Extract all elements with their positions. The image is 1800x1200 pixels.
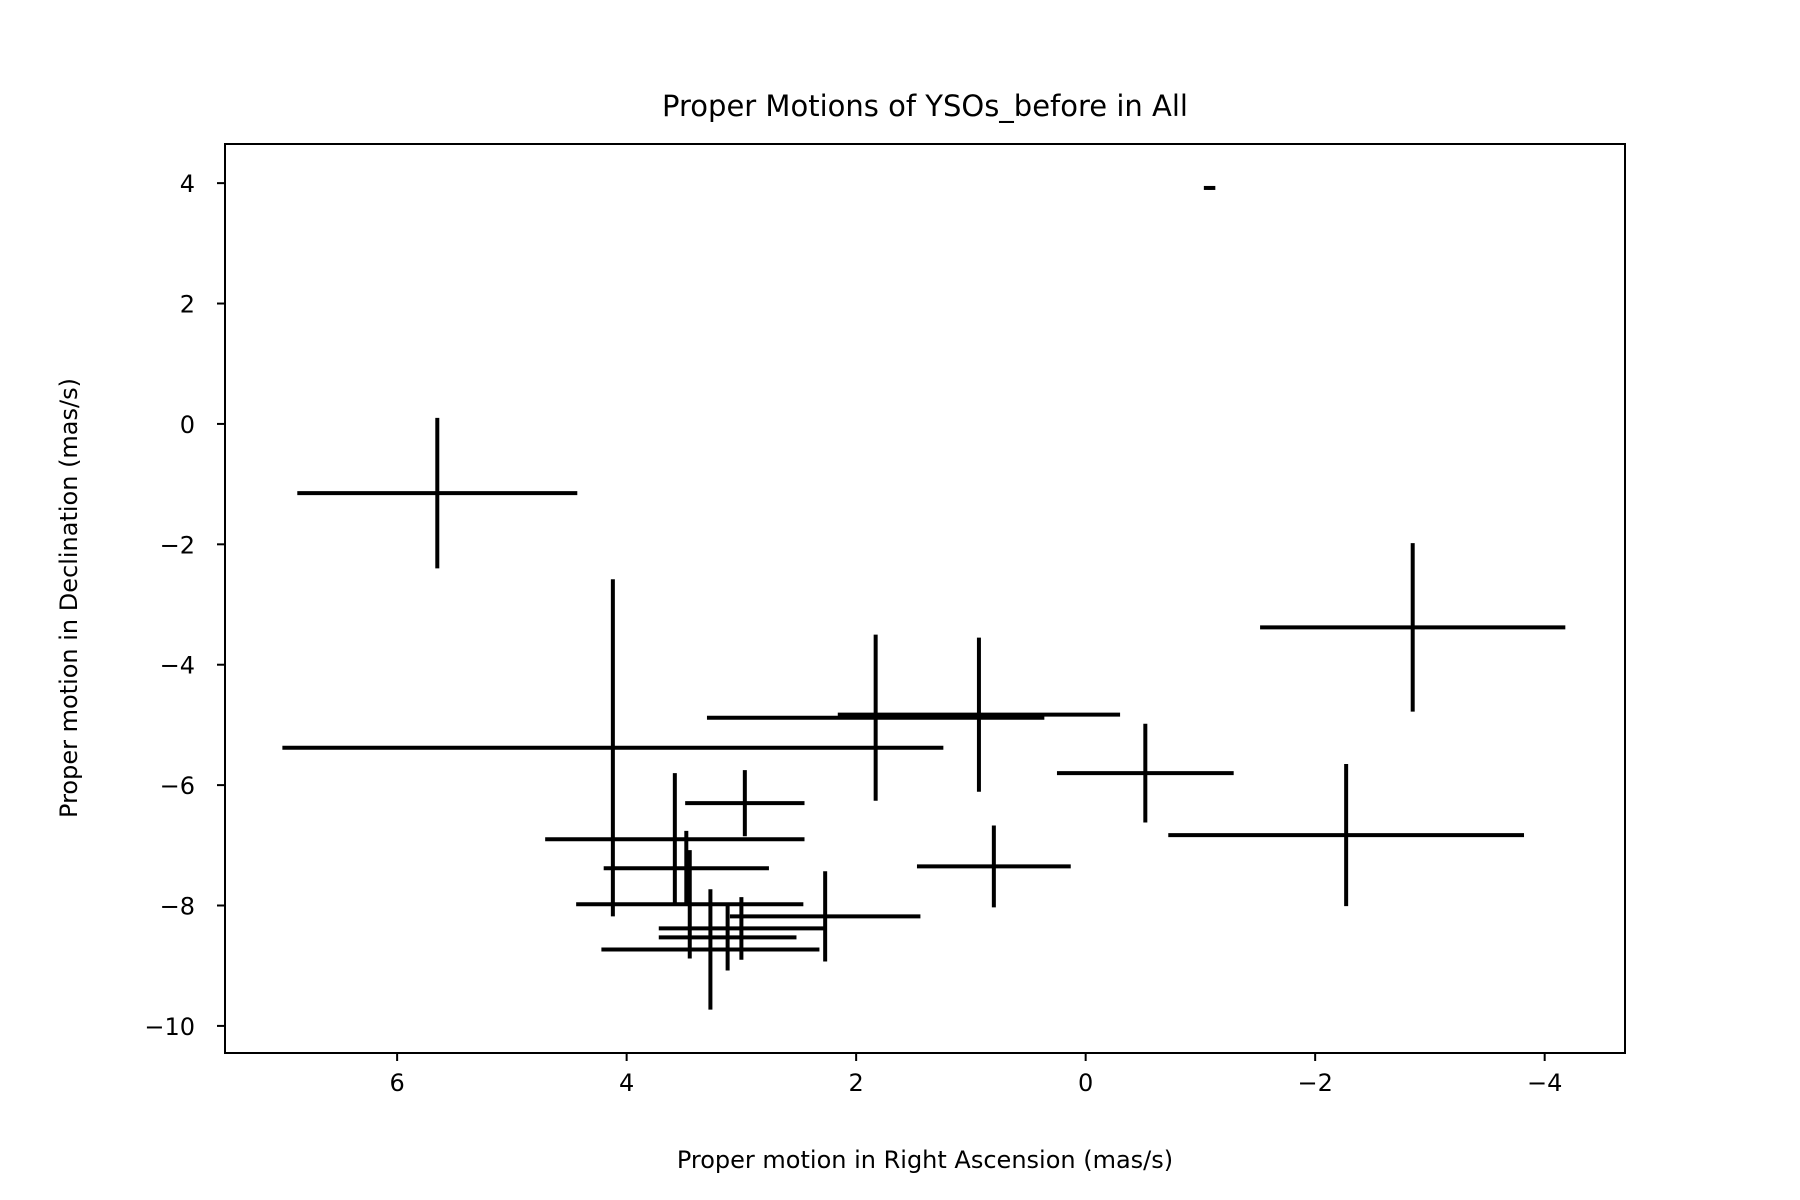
data-point bbox=[282, 579, 944, 917]
data-point bbox=[706, 634, 1045, 801]
data-point bbox=[1260, 543, 1566, 712]
x-axis-label: Proper motion in Right Ascension (mas/s) bbox=[677, 1146, 1173, 1174]
data-point bbox=[545, 773, 805, 906]
data-point bbox=[1056, 723, 1234, 823]
y-axis-label: Proper motion in Declination (mas/s) bbox=[55, 378, 83, 818]
y-tick-label: −2 bbox=[160, 531, 195, 559]
chart-title: Proper Motions of YSOs_before in All bbox=[662, 89, 1188, 123]
x-tick-label: 0 bbox=[1078, 1069, 1093, 1097]
data-point bbox=[916, 825, 1071, 908]
y-tick-label: 2 bbox=[180, 291, 195, 319]
x-tick-label: −4 bbox=[1527, 1069, 1562, 1097]
data-points bbox=[282, 185, 1566, 1010]
data-point bbox=[297, 417, 578, 569]
x-tick-label: −2 bbox=[1297, 1069, 1332, 1097]
data-point bbox=[837, 637, 1121, 792]
y-tick-label: −10 bbox=[144, 1013, 195, 1041]
y-axis-ticks: 4 2 0 −2 −4 −6 −8 −10 bbox=[144, 170, 225, 1041]
x-axis-ticks: 6 4 2 0 −2 −4 bbox=[389, 1053, 1562, 1097]
data-point bbox=[576, 850, 804, 959]
data-point bbox=[601, 889, 820, 1010]
x-tick-label: 2 bbox=[849, 1069, 864, 1097]
x-tick-label: 6 bbox=[389, 1069, 404, 1097]
y-tick-label: −6 bbox=[160, 772, 195, 800]
plot-frame bbox=[224, 143, 1626, 1054]
y-tick-label: −8 bbox=[160, 893, 195, 921]
y-tick-label: 4 bbox=[180, 170, 195, 198]
y-tick-label: −4 bbox=[160, 652, 195, 680]
data-point bbox=[1203, 185, 1216, 190]
data-point bbox=[658, 904, 797, 971]
y-tick-label: 0 bbox=[180, 411, 195, 439]
data-point bbox=[685, 770, 805, 837]
x-tick-label: 4 bbox=[619, 1069, 634, 1097]
data-point bbox=[1168, 764, 1525, 907]
data-point bbox=[603, 830, 769, 906]
data-point bbox=[729, 871, 921, 962]
